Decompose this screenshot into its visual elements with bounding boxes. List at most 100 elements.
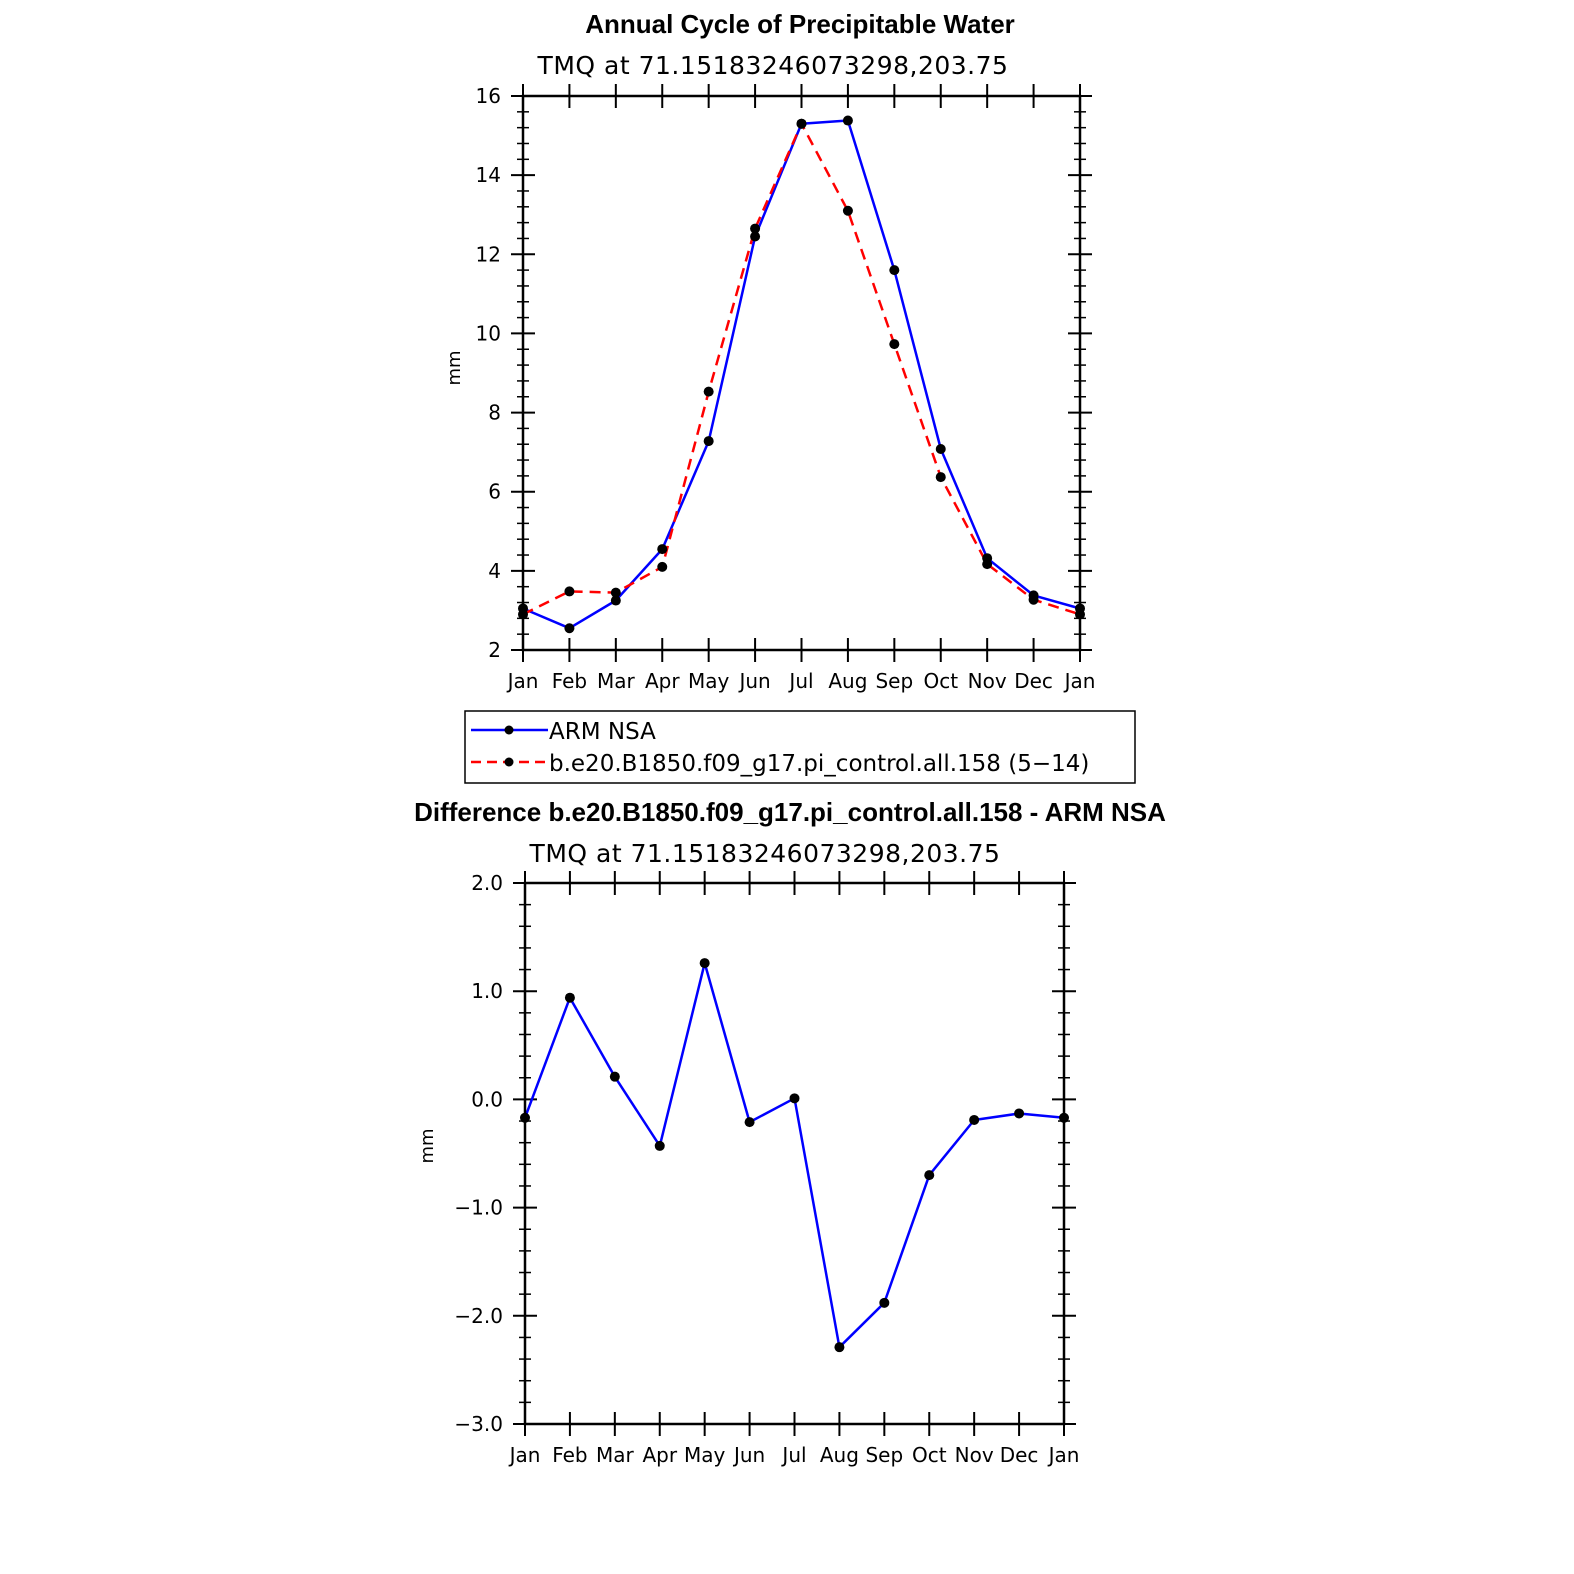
data-point-difference-7 (834, 1342, 845, 1353)
data-point-difference-4 (699, 958, 710, 969)
axis-ticks (511, 84, 1092, 662)
y-tick-label: 2 (488, 638, 501, 662)
x-tick-label-may: May (684, 1443, 726, 1467)
x-tick-label-feb: Feb (552, 669, 587, 693)
data-point-b-e20-b1850-f09-g17-pi-control-all-158-5-14-6 (796, 118, 807, 129)
x-tick-label-jun: Jun (737, 669, 770, 693)
x-tick-labels: Jan Feb Mar Apr May Jun Jul Aug Sep Oct Nov Dec Jan (508, 1443, 1080, 1467)
data-point-b-e20-b1850-f09-g17-pi-control-all-158-5-14-9 (935, 472, 946, 483)
x-tick-label-jul: Jul (787, 669, 813, 693)
chart-title: Annual Cycle of Precipitable Water (585, 9, 1015, 39)
x-tick-label-jan: Jan (1047, 1443, 1080, 1467)
y-axis-label: mm (417, 1128, 438, 1163)
data-point-b-e20-b1850-f09-g17-pi-control-all-158-5-14-11 (1028, 594, 1039, 605)
data-point-b-e20-b1850-f09-g17-pi-control-all-158-5-14-5 (750, 223, 761, 234)
legend-box (464, 710, 1136, 784)
chart-subtitle: TMQ at 71.15183246073298,203.75 (529, 839, 1001, 868)
data-point-difference-1 (564, 992, 575, 1003)
y-tick-label: 1.0 (471, 979, 503, 1003)
y-tick-label: 14 (476, 163, 501, 187)
data-point-b-e20-b1850-f09-g17-pi-control-all-158-5-14-3 (657, 561, 668, 572)
data-point-arm-nsa-3 (657, 544, 668, 555)
chart-subtitle: TMQ at 71.15183246073298,203.75 (537, 51, 1009, 80)
data-point-difference-5 (744, 1117, 755, 1128)
legend-marker-arm-nsa (504, 725, 514, 735)
data-point-b-e20-b1850-f09-g17-pi-control-all-158-5-14-4 (703, 386, 714, 397)
series-points (518, 115, 1085, 634)
data-point-b-e20-b1850-f09-g17-pi-control-all-158-5-14-1 (564, 586, 575, 597)
x-tick-label-apr: Apr (642, 1443, 677, 1467)
difference-chart: Difference b.e20.B1850.f09_g17.pi_contro… (414, 797, 1166, 1467)
y-tick-label: −1.0 (454, 1196, 503, 1220)
data-point-b-e20-b1850-f09-g17-pi-control-all-158-5-14-7 (842, 205, 853, 216)
x-tick-label-sep: Sep (875, 669, 913, 693)
data-point-arm-nsa-2 (610, 595, 621, 606)
y-tick-labels: 2 4 6 8 10 12 14 16 (476, 84, 501, 662)
x-tick-label-nov: Nov (955, 1443, 994, 1467)
data-point-arm-nsa-5 (750, 231, 761, 242)
x-tick-label-jun: Jun (732, 1443, 765, 1467)
data-point-difference-6 (789, 1093, 800, 1104)
x-tick-label-jul: Jul (780, 1443, 806, 1467)
legend: ARM NSA b.e20.B1850.f09_g17.pi_control.a… (464, 710, 1136, 784)
data-point-difference-10 (969, 1114, 980, 1125)
x-tick-label-aug: Aug (820, 1443, 859, 1467)
series-lines (522, 119, 1081, 630)
legend-marker-model (504, 757, 514, 767)
y-tick-labels: −3.0 −2.0 −1.0 0.0 1.0 2.0 (454, 871, 503, 1436)
chart-title: Difference b.e20.B1850.f09_g17.pi_contro… (414, 797, 1166, 827)
data-point-b-e20-b1850-f09-g17-pi-control-all-158-5-14-10 (982, 559, 993, 570)
series-points (520, 958, 1069, 1353)
data-point-b-e20-b1850-f09-g17-pi-control-all-158-5-14-8 (889, 339, 900, 350)
series-lines (523, 961, 1065, 1349)
series-line-arm-nsa (522, 119, 1081, 630)
y-tick-label: 10 (476, 321, 501, 345)
data-point-difference-9 (924, 1170, 935, 1181)
x-tick-label-may: May (688, 669, 730, 693)
x-tick-label-dec: Dec (1000, 1443, 1039, 1467)
data-point-difference-2 (609, 1071, 620, 1082)
y-tick-label: −2.0 (454, 1304, 503, 1328)
x-tick-label-mar: Mar (596, 1443, 635, 1467)
x-tick-label-dec: Dec (1014, 669, 1053, 693)
data-point-difference-3 (654, 1140, 665, 1151)
plot-frame (521, 94, 1082, 652)
data-point-difference-8 (879, 1297, 890, 1308)
x-tick-label-mar: Mar (597, 669, 636, 693)
y-tick-label: 8 (488, 401, 501, 425)
x-tick-label-apr: Apr (645, 669, 680, 693)
series-line-difference (523, 961, 1065, 1349)
y-tick-label: 12 (476, 242, 501, 266)
data-point-arm-nsa-4 (703, 436, 714, 447)
y-tick-label: 6 (488, 480, 501, 504)
data-point-arm-nsa-7 (842, 115, 853, 126)
x-tick-label-jan: Jan (1063, 669, 1096, 693)
x-tick-labels: Jan Feb Mar Apr May Jun Jul Aug Sep Oct Nov Dec Jan (506, 669, 1096, 693)
x-tick-label-nov: Nov (968, 669, 1007, 693)
y-axis-label: mm (444, 350, 465, 385)
x-tick-label-jan: Jan (506, 669, 539, 693)
x-tick-label-aug: Aug (828, 669, 867, 693)
y-tick-label: 2.0 (471, 871, 503, 895)
axis-ticks (513, 871, 1076, 1436)
data-point-difference-11 (1014, 1108, 1025, 1119)
data-point-arm-nsa-1 (564, 623, 575, 634)
data-point-b-e20-b1850-f09-g17-pi-control-all-158-5-14-2 (610, 587, 621, 598)
annual-cycle-chart: Annual Cycle of Precipitable Water TMQ a… (444, 9, 1095, 693)
y-tick-label: −3.0 (454, 1412, 503, 1436)
plot-frame (523, 881, 1066, 1426)
x-tick-label-jan: Jan (508, 1443, 541, 1467)
x-tick-label-oct: Oct (912, 1443, 947, 1467)
x-tick-label-feb: Feb (552, 1443, 587, 1467)
y-tick-label: 0.0 (471, 1087, 503, 1111)
y-tick-label: 16 (476, 84, 501, 108)
legend-label-arm-nsa: ARM NSA (549, 719, 656, 745)
data-point-arm-nsa-9 (935, 443, 946, 454)
y-tick-label: 4 (488, 559, 501, 583)
data-point-arm-nsa-8 (889, 265, 900, 276)
x-tick-label-oct: Oct (923, 669, 958, 693)
x-tick-label-sep: Sep (865, 1443, 903, 1467)
series-line-b-e20-b1850-f09-g17-pi-control-all-158-5-14 (522, 122, 1081, 616)
legend-label-model: b.e20.B1850.f09_g17.pi_control.all.158 (… (549, 751, 1089, 777)
